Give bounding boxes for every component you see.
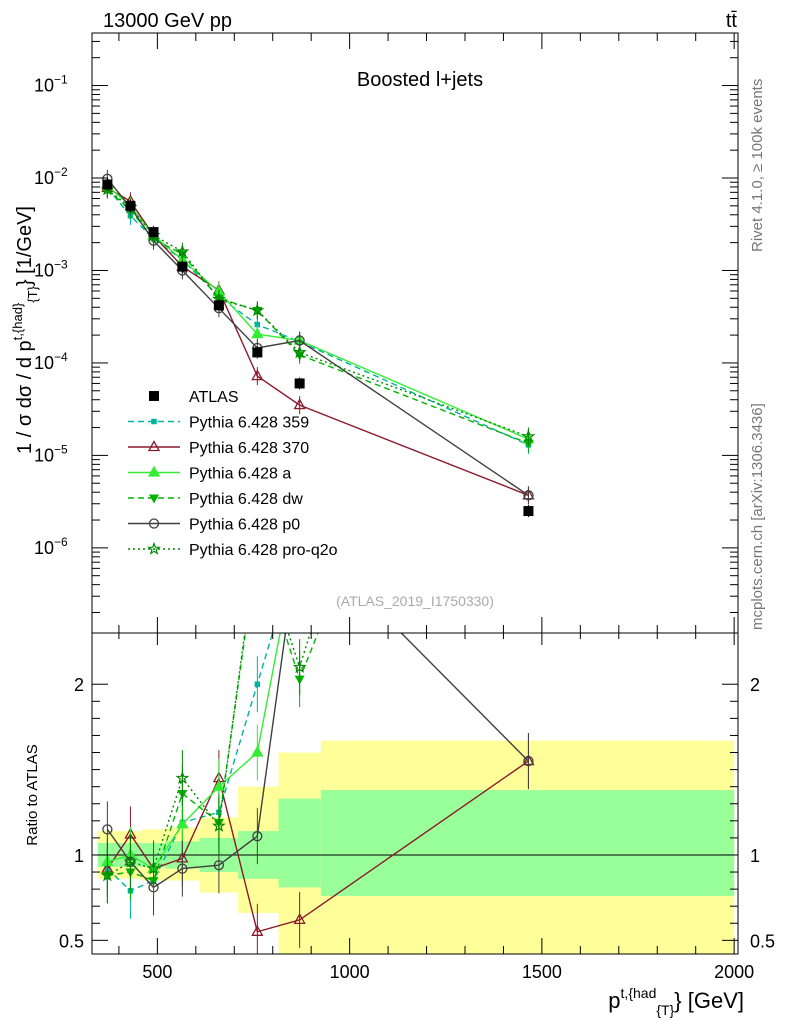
main-series-point <box>175 244 190 258</box>
legend-marker <box>151 418 157 425</box>
main-y-axis-label: 1 / σ dσ / d pt,{had}{T}} [1/GeV] <box>10 206 40 454</box>
ratio-series-point <box>146 861 161 875</box>
main-series-line <box>107 187 529 496</box>
main-data-point <box>294 378 305 389</box>
ratio-series-point <box>212 779 225 791</box>
ratio-series-point <box>175 770 190 785</box>
main-series-line <box>106 187 529 446</box>
main-data-point <box>523 506 534 517</box>
main-y-tick-label: 10−3 <box>34 257 68 280</box>
ratio-inner-band <box>320 790 735 896</box>
main-data-point <box>102 179 113 190</box>
ratio-series-point <box>293 913 306 925</box>
x-tick-label: 500 <box>142 962 172 982</box>
main-y-tick-label: 10−1 <box>34 73 68 96</box>
main-y-tick-label: 10−2 <box>34 165 68 188</box>
ratio-series-point <box>254 681 261 687</box>
ratio-series-line <box>107 633 319 882</box>
main-series-point <box>523 490 534 501</box>
ratio-series-line <box>106 760 529 933</box>
main-series-4 <box>102 169 534 505</box>
legend-marker <box>149 494 159 504</box>
ratio-series-point <box>252 831 263 842</box>
main-y-tick-label: 10−6 <box>34 535 68 558</box>
x-tick-label: 1500 <box>522 962 562 982</box>
main-series-point <box>293 398 306 410</box>
ratio-series-point <box>523 755 534 767</box>
rivet-version-label: Rivet 4.1.0, ≥ 100k events <box>749 79 766 252</box>
ratio-series-point <box>212 818 226 832</box>
legend-label: ATLAS <box>189 389 239 406</box>
watermark-label: (ATLAS_2019_I1750330) <box>336 593 494 609</box>
ratio-series-point <box>523 100 533 109</box>
main-series-point <box>251 369 264 381</box>
main-y-tick-label: 10−5 <box>34 442 68 465</box>
ratio-y-tick-label-right: 1 <box>750 846 760 866</box>
ratio-series-point <box>523 0 533 5</box>
x-tick-label: 1000 <box>330 962 370 982</box>
legend-label: Pythia 6.428 dw <box>189 491 303 508</box>
legend-marker <box>147 541 161 555</box>
main-data-point <box>252 347 263 358</box>
legend: ATLAS Pythia 6.428 359 Pythia 6.428 370 Pyt… <box>128 389 338 559</box>
main-panel: 10−610−510−410−310−210−1 Boosted l+jets … <box>10 32 739 634</box>
main-series-point <box>250 303 265 317</box>
ratio-y-tick-label: 2 <box>74 675 84 695</box>
ratio-series-point <box>251 745 264 757</box>
ratio-series-point <box>292 659 307 674</box>
main-data-point <box>177 261 188 272</box>
main-series-line <box>106 189 529 444</box>
main-data-points <box>102 178 534 518</box>
x-axis-label: pt,{had{T}} [GeV] <box>608 985 744 1018</box>
ratio-y-tick-label-right: 2 <box>750 675 760 695</box>
ratio-series-line <box>106 633 529 889</box>
x-tick-label: 2000 <box>714 962 754 982</box>
legend-label: Pythia 6.428 370 <box>189 440 309 457</box>
header-right-label: tt̄ <box>726 10 738 32</box>
ratio-panel: 0.5 0.5 1 1 2 2 500 1000 1500 2000 Ratio to ATLAS… <box>24 0 775 1018</box>
ratio-series-point <box>100 868 115 882</box>
legend-label: Pythia 6.428 p0 <box>189 517 300 534</box>
legend-marker <box>147 465 161 477</box>
ratio-series-point <box>176 817 189 829</box>
legend-marker <box>149 391 159 401</box>
ratio-series-point <box>102 824 113 835</box>
main-series-line <box>106 185 529 440</box>
legend-label: Pythia 6.428 a <box>189 466 291 483</box>
main-series-point <box>251 327 264 339</box>
main-data-point <box>125 200 136 211</box>
ratio-series-line <box>107 633 281 870</box>
ratio-y-tick-label-right: 0.5 <box>750 931 775 951</box>
main-series-line <box>106 178 529 496</box>
main-series-5 <box>100 180 536 446</box>
ratio-series-5 <box>100 633 311 904</box>
ratio-series-point <box>213 860 225 871</box>
legend-label: Pythia 6.428 pro-q2o <box>189 542 338 559</box>
ratio-series-point <box>251 924 264 936</box>
mcplots-reference-label: mcplots.cern.ch [arXiv:1306.3436] <box>749 403 766 630</box>
main-data-point <box>148 227 159 238</box>
legend-marker <box>147 440 161 452</box>
main-data-point <box>213 300 224 311</box>
main-title: Boosted l+jets <box>357 69 483 91</box>
ratio-panel-frame <box>91 632 739 955</box>
header-left-label: 13000 GeV pp <box>103 10 232 32</box>
ratio-inner-band <box>278 798 321 888</box>
ratio-y-tick-label: 0.5 <box>59 931 84 951</box>
main-series-2 <box>101 176 535 449</box>
main-series-point <box>254 321 261 328</box>
legend-marker <box>148 518 160 529</box>
legend-label: Pythia 6.428 359 <box>189 415 309 432</box>
ratio-series-line <box>107 633 311 877</box>
ratio-series-point <box>177 863 188 874</box>
main-series-point <box>292 345 307 359</box>
main-y-tick-label: 10−4 <box>34 350 68 373</box>
main-series-point <box>521 429 536 443</box>
main-series-line <box>106 189 529 438</box>
ratio-series-point <box>123 854 138 868</box>
ratio-series-point <box>526 135 532 141</box>
ratio-y-axis-label: Ratio to ATLAS <box>24 744 41 845</box>
ratio-y-tick-label: 1 <box>74 846 84 866</box>
